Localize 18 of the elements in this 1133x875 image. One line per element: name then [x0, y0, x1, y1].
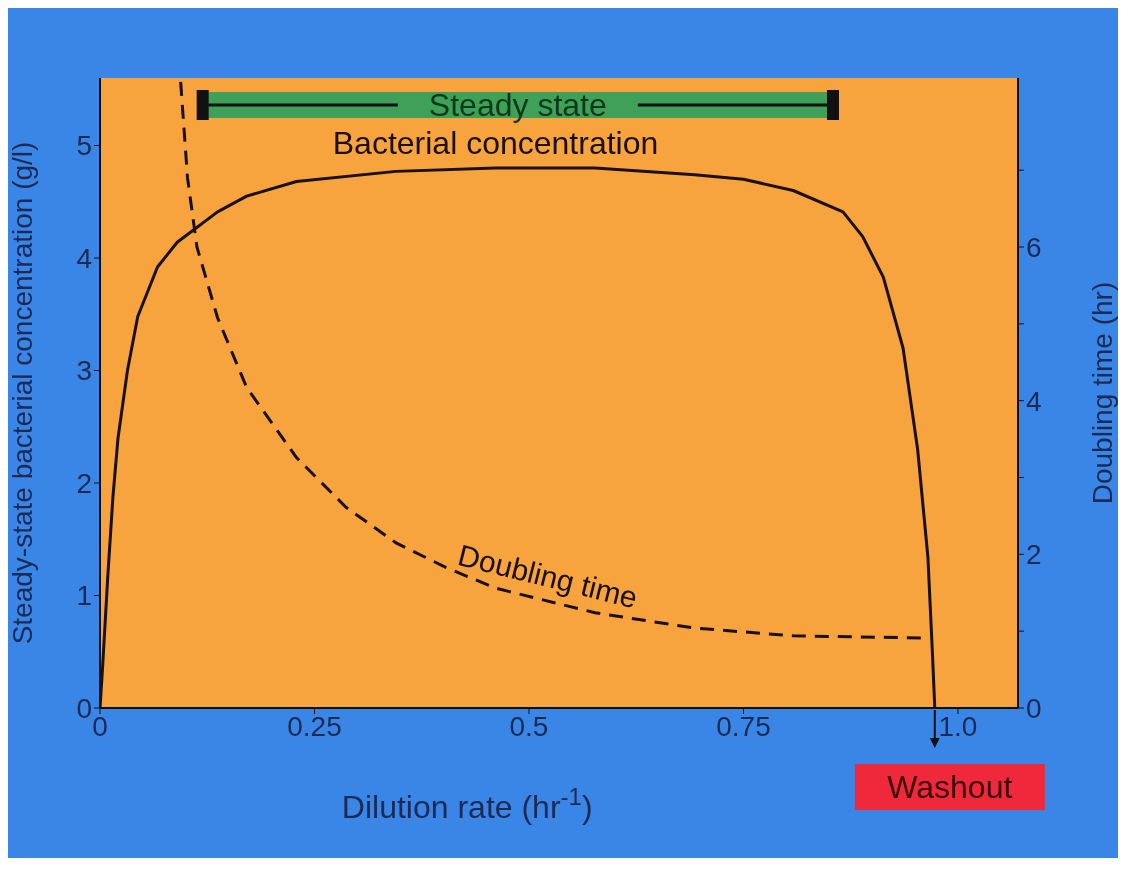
y2-axis-title: Doubling time (hr)	[1086, 281, 1118, 505]
y-tick-label: 5	[76, 130, 92, 162]
annotation: Washout	[887, 769, 1013, 805]
y-axis-title: Steady-state bacterial concentration (g/l)	[6, 141, 38, 645]
y2-tick-label: 2	[1026, 539, 1042, 571]
series-label: Bacterial concentration	[332, 125, 659, 161]
x-tick-label: 0.75	[716, 710, 771, 742]
y2-tick-label: 4	[1026, 385, 1042, 417]
y-tick-label: 2	[76, 467, 92, 499]
x-tick-label: 1.0	[938, 710, 978, 742]
x-tick-label: 0.25	[287, 710, 342, 742]
y2-tick-label: 6	[1026, 231, 1042, 263]
y-tick-label: 1	[76, 580, 92, 612]
y-tick-label: 4	[76, 242, 92, 274]
x-axis-title: Dilution rate (hr$^{-1}$)	[341, 782, 593, 825]
y-tick-label: 3	[76, 355, 92, 387]
x-tick-label: 0.5	[509, 710, 549, 742]
band-label: Steady state	[428, 87, 607, 123]
